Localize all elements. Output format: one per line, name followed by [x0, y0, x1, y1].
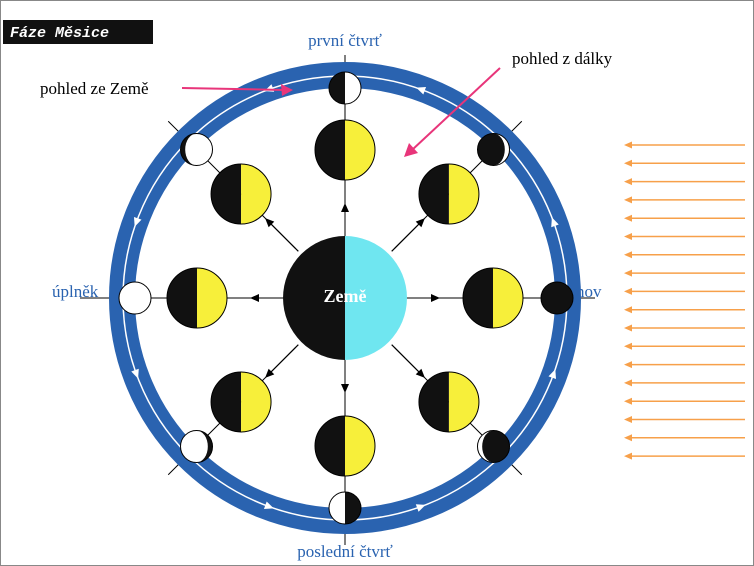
full-moon-label: úplněk [52, 282, 99, 301]
view-from-earth-label: pohled ze Země [40, 79, 149, 98]
earth-label: Země [324, 286, 367, 306]
new-moon-label: nov [576, 282, 602, 301]
view-from-afar-label: pohled z dálky [512, 49, 613, 68]
last-quarter-label: poslední čtvrť [297, 542, 393, 561]
title: Fáze Měsice [10, 25, 109, 42]
first-quarter-label: první čtvrť [308, 31, 382, 50]
page: Fáze Měsice Země první čtvrť poslední čt… [0, 0, 754, 566]
